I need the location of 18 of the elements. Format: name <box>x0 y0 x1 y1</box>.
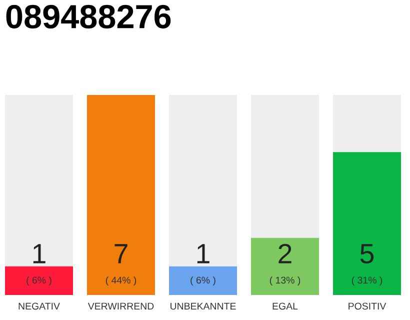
annotation: ( 6% ) <box>26 276 52 286</box>
chart-title: 089488276 <box>6 4 171 28</box>
x-tick-label: EGAL <box>272 302 298 310</box>
bar <box>5 266 73 295</box>
x-tick-label: POSITIV <box>348 302 386 310</box>
x-tick-label: VERWIRREND <box>88 302 154 310</box>
data-label: 5 <box>360 244 374 264</box>
x-tick-label: NEGATIV <box>18 302 60 310</box>
annotation: ( 31% ) <box>352 276 382 286</box>
annotation: ( 6% ) <box>190 276 216 286</box>
bar <box>169 266 237 295</box>
data-label: 1 <box>197 244 210 264</box>
data-label: 7 <box>114 244 128 264</box>
annotation: ( 13% ) <box>270 276 300 286</box>
data-label: 1 <box>33 244 46 264</box>
x-tick-label: UNBEKANNTE <box>170 302 236 310</box>
data-label: 2 <box>278 244 292 264</box>
annotation: ( 44% ) <box>106 276 136 286</box>
